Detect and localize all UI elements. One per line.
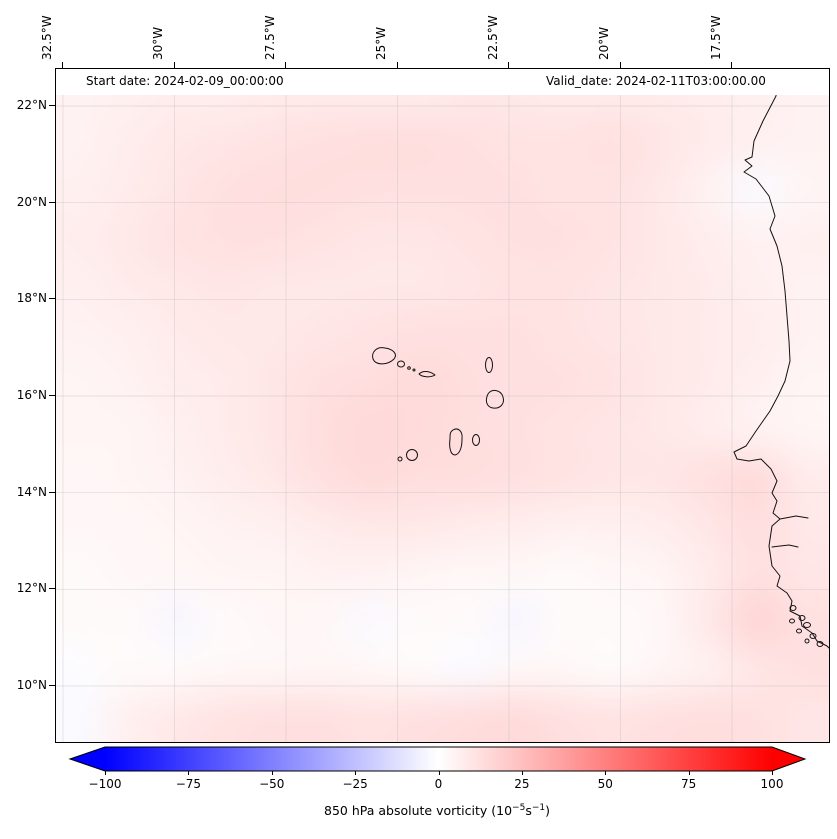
maio-island [472,434,480,446]
sao-vicente-island [397,360,405,368]
colorbar-label-text: 850 hPa absolute vorticity (10 [323,803,513,819]
x-tick-mark [173,62,175,68]
colorbar-gradient [105,747,772,771]
sal-island [485,357,493,373]
y-tick-mark [49,685,55,686]
casamance-river [771,544,799,548]
y-tick-mark [49,588,55,590]
colorbar-tick-mark [521,771,523,775]
y-tick-mark [49,105,55,106]
colorbar-tick-label: 50 [597,777,613,791]
colorbar-tick-mark [271,771,273,775]
x-tick-label: 30°W [151,26,165,60]
coastlines [372,69,829,649]
colorbar-tick-label: 100 [760,777,784,791]
colorbar-extend-left [70,747,105,771]
y-tick-mark [49,491,55,493]
colorbar-tick-label: 75 [680,777,697,791]
y-tick-mark [49,298,55,300]
y-tick-label: 14°N [16,484,47,499]
colorbar-tick-mark [105,771,106,775]
brava-island [397,456,403,462]
cape-verde-islands [372,347,504,462]
raso-islet [412,368,416,372]
colorbar-tick-label: 0 [434,777,443,791]
africa-coastline [733,69,829,649]
x-tick-label: 27.5°W [262,15,277,60]
y-tick-label: 16°N [16,388,47,402]
x-tick-mark [619,62,621,68]
x-tick-label: 17.5°W [708,15,723,60]
colorbar-tick-label: −100 [88,777,122,791]
colorbar-tick-label: −75 [175,777,202,791]
x-tick-label: 22.5°W [485,15,500,60]
y-tick-label: 18°N [16,291,47,306]
sao-nicolau-island [418,371,436,378]
date-band: Start date: 2024-02-09_00:00:00 Valid_da… [56,69,829,95]
colorbar-label-mid: s [525,803,532,819]
start-date-label: Start date: 2024-02-09_00:00:00 [86,74,284,88]
colorbar-tick-mark [772,771,773,775]
y-tick-label: 10°N [16,678,47,692]
colorbar-extend-right [772,747,805,771]
map-overlay [56,69,829,742]
valid-date-label: Valid_date: 2024-02-11T03:00:00.00 [546,74,766,88]
gambia-river [779,515,809,520]
x-tick-mark [285,62,286,68]
santiago-island [449,428,463,456]
x-tick-mark [508,62,509,68]
gridlines [56,69,829,742]
colorbar-tick-mark [438,771,440,775]
boa-vista-island [485,389,504,409]
colorbar-tick-mark [688,771,690,775]
santa-luzia-island [407,366,411,370]
colorbar-tick-mark [605,771,607,775]
colorbar-label-exp2: −1 [531,803,546,813]
colorbar-tick-label: 25 [514,777,530,791]
x-tick-label: 25°W [374,26,388,60]
santo-antao-island [372,347,396,365]
colorbar [68,746,807,772]
vorticity-heatmap [56,69,829,742]
colorbar-label-exp1: −5 [512,803,526,813]
y-tick-label: 20°N [16,194,47,209]
colorbar-label-suffix: ) [545,803,551,819]
y-tick-label: 12°N [16,581,47,596]
y-tick-label: 22°N [16,98,47,112]
y-tick-mark [49,201,55,203]
x-tick-mark [62,62,63,68]
colorbar-label: 850 hPa absolute vorticity (10−5s−1) [324,803,550,818]
x-tick-mark [731,62,732,68]
map-plot: Start date: 2024-02-09_00:00:00 Valid_da… [55,68,830,743]
colorbar-tick-label: −50 [259,777,285,791]
x-tick-label: 32.5°W [39,15,54,60]
x-tick-mark [396,62,398,68]
bijagos-islands [789,605,824,647]
x-tick-label: 20°W [597,26,611,60]
colorbar-tick-mark [355,771,357,775]
fogo-island [406,449,418,461]
colorbar-tick-label: −25 [342,777,368,791]
colorbar-tick-mark [188,771,190,775]
y-tick-mark [49,395,55,396]
